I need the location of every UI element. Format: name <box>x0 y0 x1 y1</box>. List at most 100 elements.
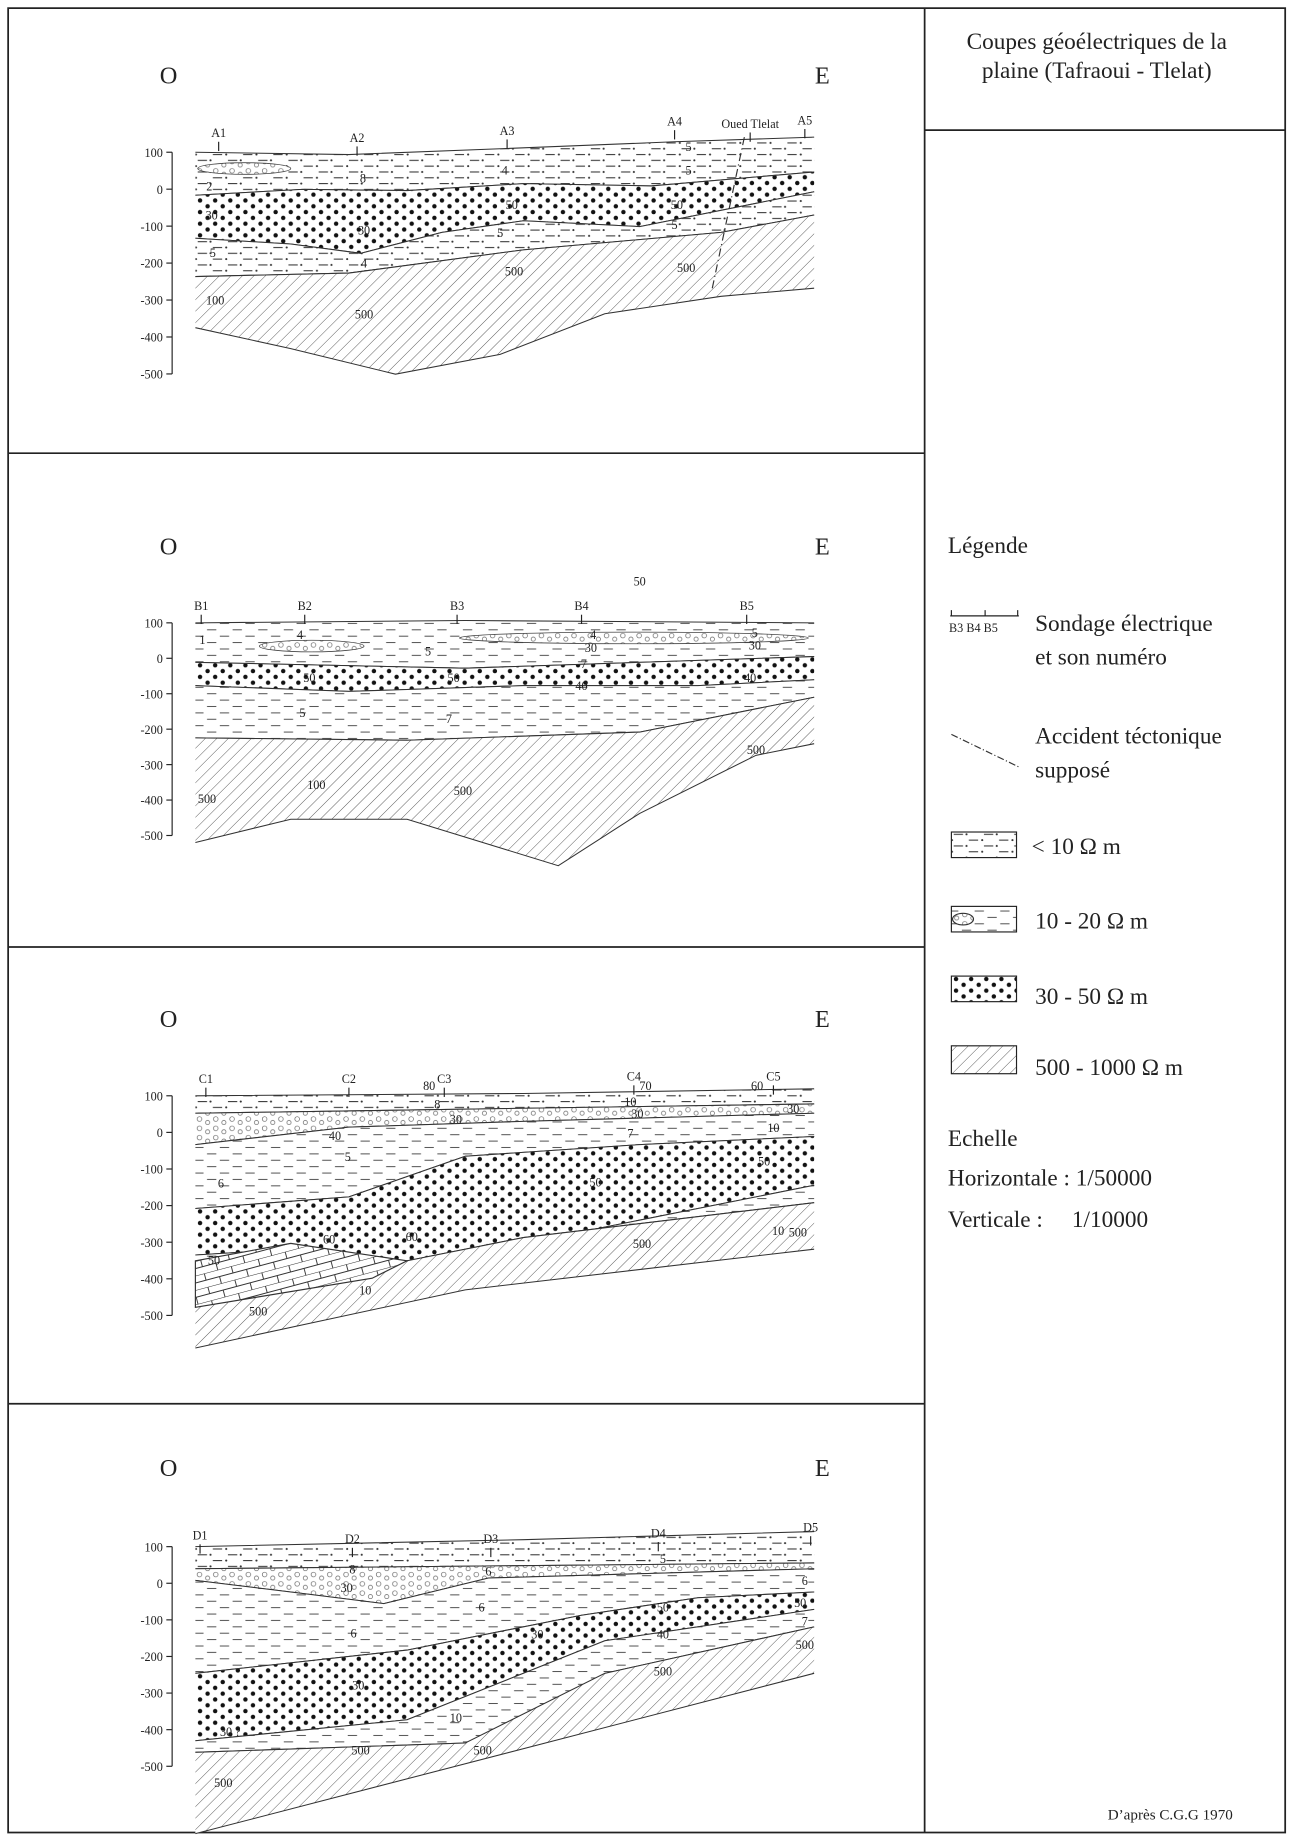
sounding-label: A4 <box>667 115 682 129</box>
resistivity-label: 50 <box>634 575 646 589</box>
boundary <box>195 1591 815 1674</box>
sounding-label: Oued Tlelat <box>721 117 779 131</box>
resistivity-label: 40 <box>575 679 587 693</box>
resistivity-label: 10 <box>359 1284 371 1298</box>
scale-title: Echelle <box>948 1126 1018 1152</box>
resistivity-label: 5 <box>672 218 678 232</box>
boundary <box>195 1112 815 1146</box>
depth-tick-label: -500 <box>140 1760 162 1774</box>
resistivity-label: 1 <box>199 633 205 647</box>
resistivity-label: 50 <box>657 1601 669 1615</box>
depth-tick-label: -100 <box>140 220 162 234</box>
depth-tick-label: -200 <box>140 257 162 271</box>
resistivity-label: 5 <box>752 626 758 640</box>
boundary <box>195 1568 815 1605</box>
resistivity-label: 7 <box>627 1127 633 1141</box>
resistivity-label: 100 <box>307 778 325 792</box>
layer <box>195 1202 815 1348</box>
depth-tick-label: -200 <box>140 1650 162 1664</box>
legend-class: 10 - 20 Ω m <box>1035 908 1148 934</box>
resistivity-label: 500 <box>633 1237 651 1251</box>
resistivity-label: 2 <box>206 180 212 194</box>
legend-text: Sondage électrique <box>1035 611 1213 637</box>
boundary <box>195 1672 815 1835</box>
source: D’après C.G.G 1970 <box>1108 1808 1233 1824</box>
boundary <box>195 136 815 156</box>
layer <box>195 171 815 254</box>
resistivity-label: 50 <box>208 1253 220 1267</box>
boundary <box>195 743 815 867</box>
legend-class: < 10 Ω m <box>1032 834 1121 860</box>
resistivity-label: 80 <box>423 1079 435 1093</box>
boundary <box>195 1608 815 1742</box>
sounding-label: A5 <box>797 113 812 127</box>
resistivity-label: 30 <box>749 639 761 653</box>
depth-tick-label: -400 <box>140 1723 162 1737</box>
sounding-label: A1 <box>211 126 226 140</box>
lens <box>197 162 292 175</box>
depth-tick-label: -200 <box>140 723 162 737</box>
resistivity-label: 500 <box>796 1638 814 1652</box>
depth-tick-label: -500 <box>140 829 162 843</box>
resistivity-label: 50 <box>671 198 683 212</box>
boundary <box>195 1248 815 1349</box>
legend-text: et son numéro <box>1035 645 1167 671</box>
depth-tick-label: 100 <box>145 1089 163 1103</box>
depth-tick-label: -400 <box>140 331 162 345</box>
resistivity-label: 500 <box>214 1776 232 1790</box>
layer <box>195 1136 815 1267</box>
resistivity-label: 30 <box>631 1107 643 1121</box>
resistivity-label: 4 <box>502 163 508 177</box>
resistivity-label: 8 <box>349 1562 355 1576</box>
resistivity-label: 5 <box>660 1552 666 1566</box>
resistivity-label: 30 <box>787 1102 799 1116</box>
depth-tick-label: 100 <box>145 616 163 630</box>
resistivity-label: 4 <box>361 256 367 270</box>
resistivity-label: 500 <box>355 307 373 321</box>
layer <box>195 697 815 866</box>
depth-tick-label: -500 <box>140 368 162 382</box>
layer <box>195 191 815 277</box>
resistivity-label: 50 <box>589 1175 601 1189</box>
resistivity-label: 40 <box>744 671 756 685</box>
resistivity-label: 500 <box>789 1225 807 1239</box>
boundary <box>195 1562 815 1570</box>
legend-title: Légende <box>948 533 1028 559</box>
resistivity-label: 30 <box>206 209 218 223</box>
east-label: E <box>815 533 830 560</box>
resistivity-label: 500 <box>505 264 523 278</box>
layer <box>195 1113 815 1209</box>
limestone <box>194 1242 409 1308</box>
resistivity-label: 30 <box>340 1581 352 1595</box>
east-label: E <box>815 1006 830 1033</box>
resistivity-label: 6 <box>351 1626 357 1640</box>
legend-class: 30 - 50 Ω m <box>1035 984 1148 1010</box>
lens <box>459 631 809 645</box>
boundary <box>195 1088 815 1097</box>
legend-swatch <box>950 975 1018 1003</box>
resistivity-label: 500 <box>198 792 216 806</box>
resistivity-label: 30 ? <box>220 1725 241 1739</box>
layer <box>195 656 815 692</box>
east-label: E <box>815 1455 830 1482</box>
resistivity-label: 50 <box>447 671 459 685</box>
resistivity-label: 500 <box>677 261 695 275</box>
sounding-label: D3 <box>483 1532 498 1546</box>
legend-sounding-label: B3 B4 B5 <box>949 621 998 635</box>
legend-fault-symbol <box>951 733 1020 768</box>
depth-tick-label: 0 <box>157 183 163 197</box>
layer <box>195 1103 815 1145</box>
boundary <box>195 1531 815 1548</box>
resistivity-label: 500 <box>454 784 472 798</box>
scale-vertical: Verticale : 1/10000 <box>948 1207 1148 1233</box>
resistivity-label: 8 <box>434 1098 440 1112</box>
layer <box>195 137 815 196</box>
sounding-label: C3 <box>437 1072 451 1086</box>
resistivity-label: 10 <box>624 1095 636 1109</box>
resistivity-label: 50 <box>303 671 315 685</box>
resistivity-label: 5 <box>685 163 691 177</box>
sounding-label: B4 <box>574 599 588 613</box>
resistivity-label: 5 <box>685 140 691 154</box>
